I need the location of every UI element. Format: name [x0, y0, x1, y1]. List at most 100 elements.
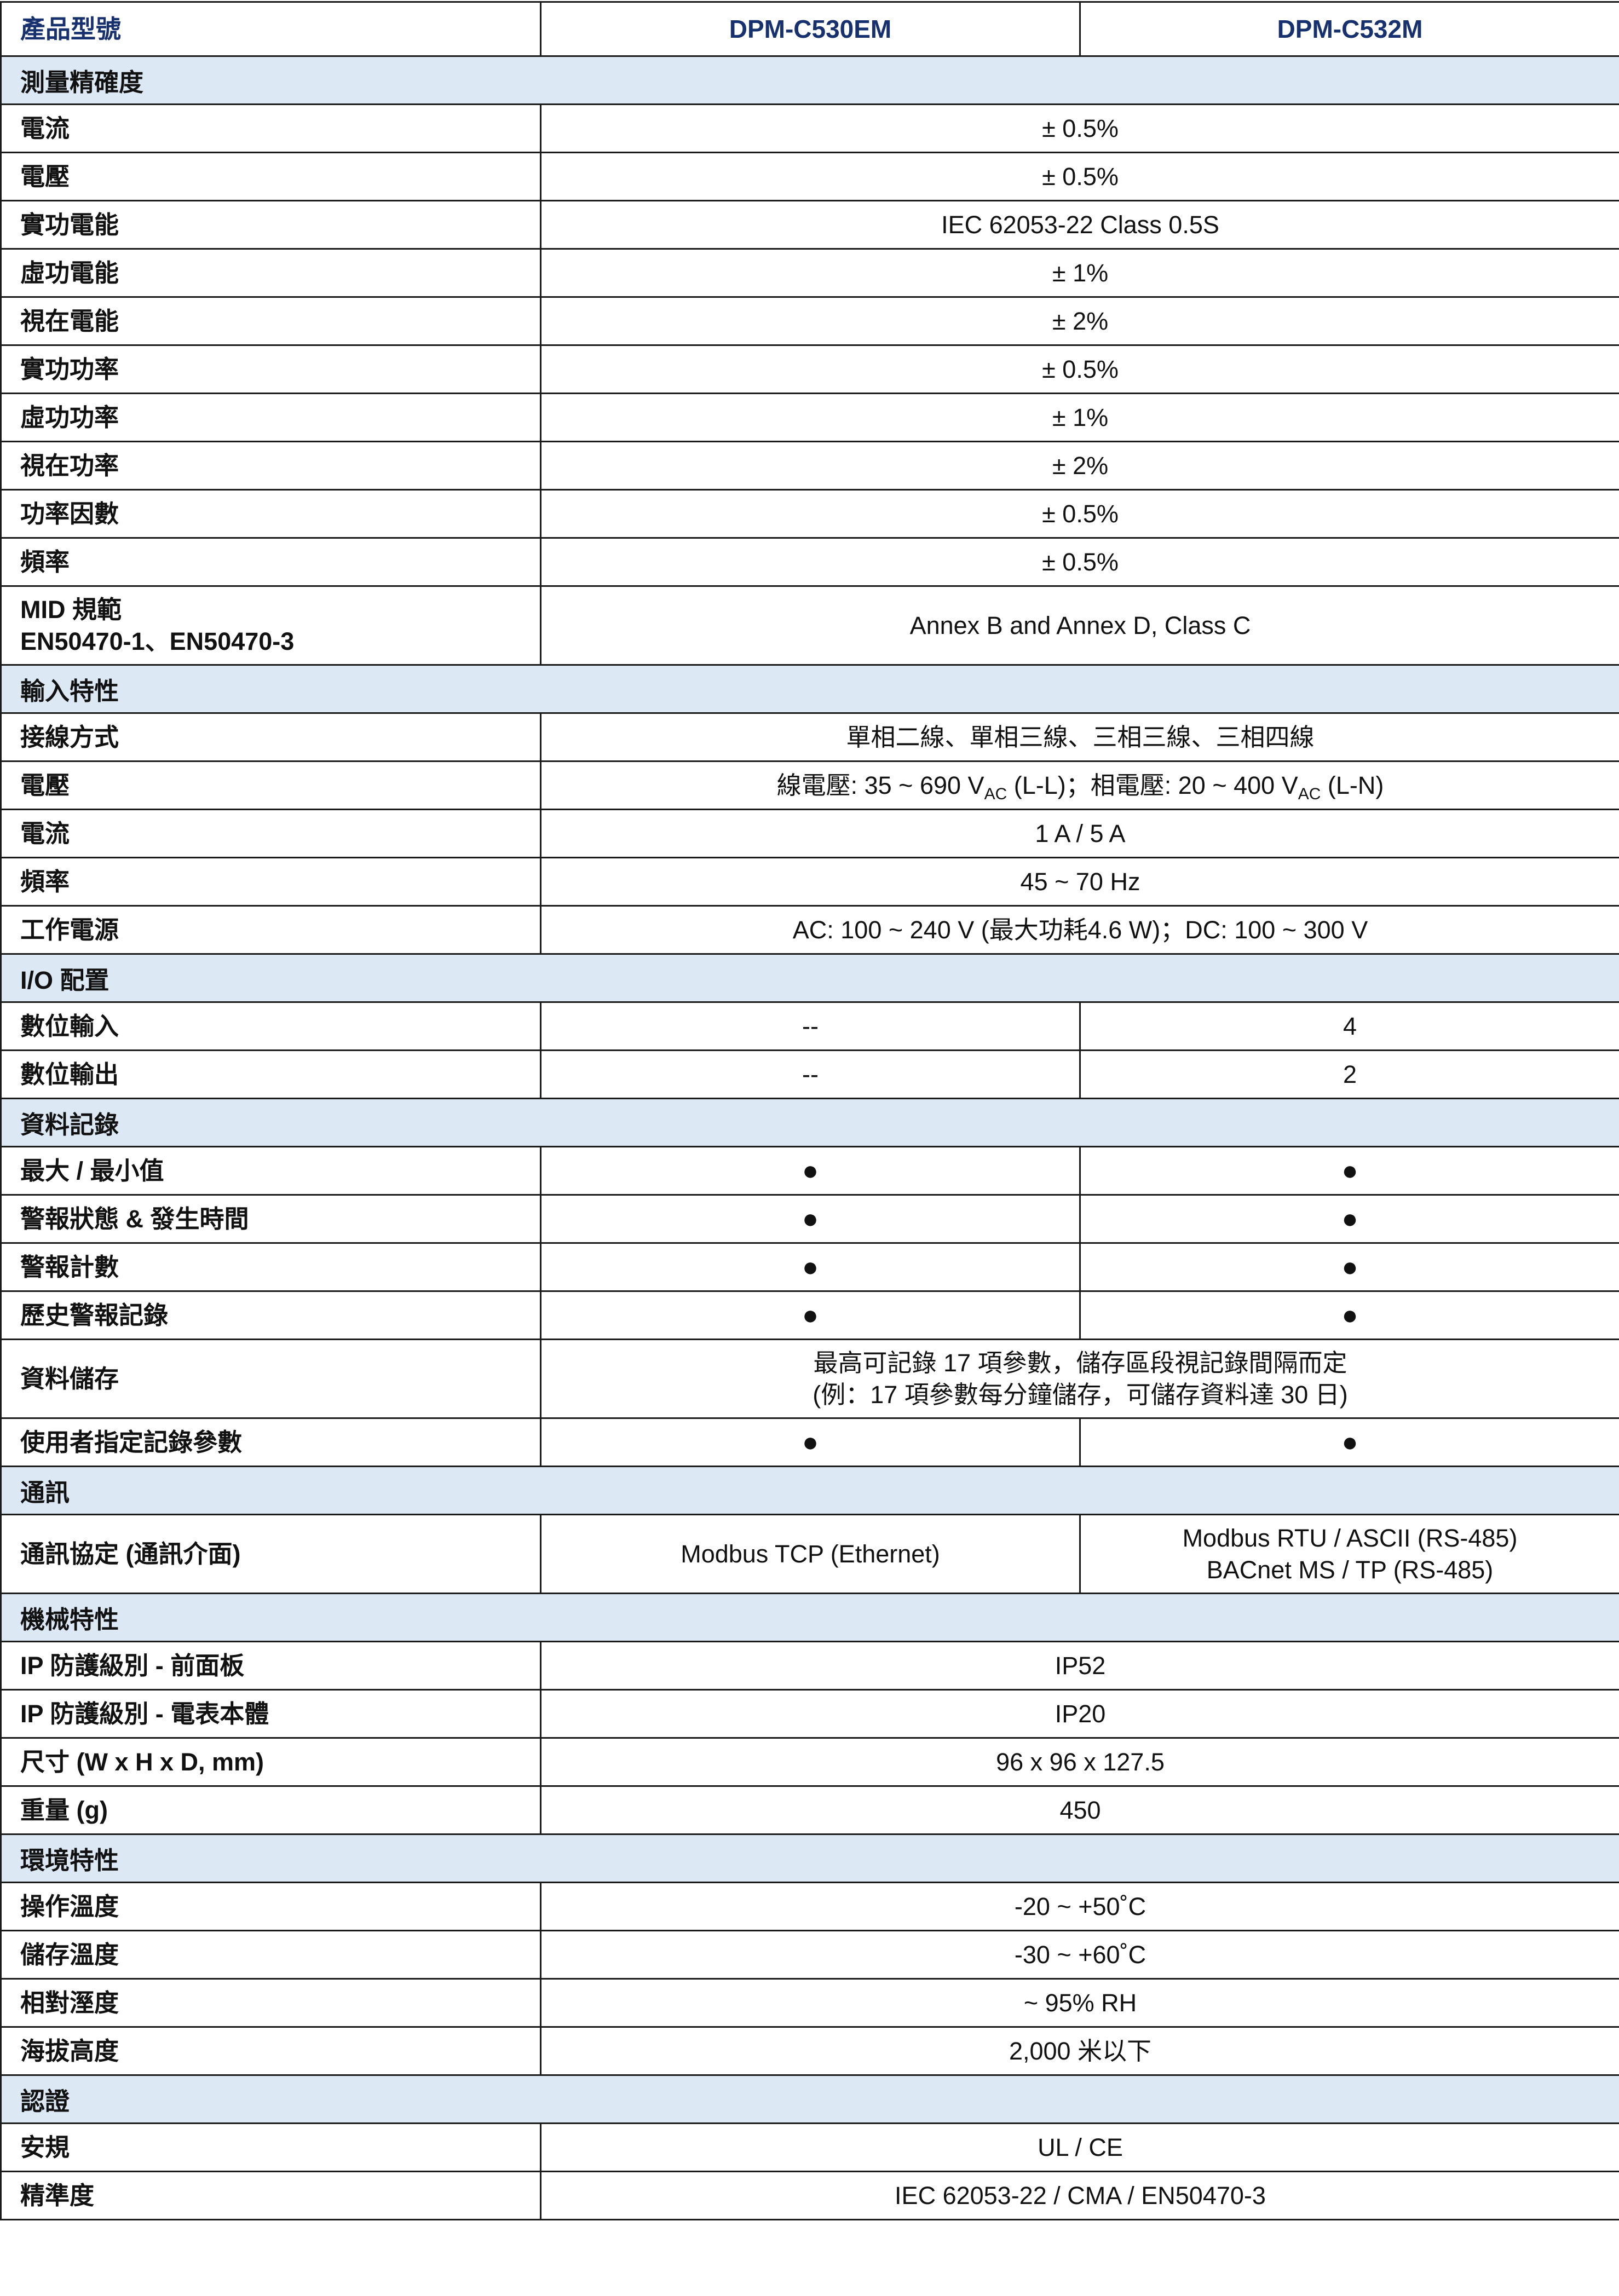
row-label: 虛功電能	[1, 249, 541, 297]
header-row: 產品型號 DPM-C530EM DPM-C532M	[1, 2, 1619, 56]
cell-value: --	[802, 1012, 819, 1040]
cell-value: ± 1%	[1052, 259, 1108, 287]
section-row: 測量精確度	[1, 56, 1619, 105]
row-label: 電壓	[1, 762, 541, 810]
cell-value: Modbus TCP (Ethernet)	[681, 1540, 940, 1568]
section-row: 機械特性	[1, 1594, 1619, 1642]
check-dot-icon: ●	[802, 1300, 819, 1330]
value-model-1: --	[541, 1002, 1080, 1051]
value-model-1: ●	[541, 1195, 1080, 1243]
row-label: 精準度	[1, 2172, 541, 2220]
table-row: 功率因數± 0.5%	[1, 490, 1619, 538]
check-dot-icon: ●	[1341, 1251, 1358, 1282]
value-model-1: ●	[541, 1291, 1080, 1340]
section-row: 資料記錄	[1, 1099, 1619, 1147]
cell-value: 2,000 米以下	[1009, 2037, 1151, 2065]
section-title: 認證	[1, 2075, 1619, 2124]
table-row: 電流± 0.5%	[1, 105, 1619, 153]
row-label: 相對溼度	[1, 1979, 541, 2027]
row-value: 線電壓: 35 ~ 690 VAC (L-L)；相電壓: 20 ~ 400 VA…	[541, 762, 1619, 810]
row-label: 數位輸出	[1, 1051, 541, 1099]
row-label: IP 防護級別 - 前面板	[1, 1642, 541, 1690]
row-label: 警報狀態 & 發生時間	[1, 1195, 541, 1243]
row-value: 1 A / 5 A	[541, 810, 1619, 858]
value-model-2: 4	[1080, 1002, 1619, 1051]
row-label: 警報計數	[1, 1243, 541, 1291]
cell-value: 45 ~ 70 Hz	[1021, 868, 1140, 896]
cell-value: ± 2%	[1052, 452, 1108, 480]
check-dot-icon: ●	[802, 1203, 819, 1234]
subscript: AC	[1298, 785, 1321, 803]
cell-value: ± 0.5%	[1042, 548, 1119, 576]
row-label: 資料儲存	[1, 1340, 541, 1418]
text-line: EN50470-1、EN50470-3	[20, 627, 294, 655]
table-row: 電壓± 0.5%	[1, 153, 1619, 201]
table-row: 接線方式單相二線、單相三線、三相三線、三相四線	[1, 713, 1619, 762]
model-2: DPM-C532M	[1080, 2, 1619, 56]
table-row: 虛功功率± 1%	[1, 394, 1619, 442]
cell-value: AC: 100 ~ 240 V (最大功耗4.6 W)；DC: 100 ~ 30…	[793, 916, 1368, 944]
table-row: 數位輸入 -- 4	[1, 1002, 1619, 1051]
table-row: 資料儲存 最高可記錄 17 項參數，儲存區段視記錄間隔而定 (例：17 項參數每分鐘…	[1, 1340, 1619, 1418]
spec-table: 產品型號 DPM-C530EM DPM-C532M 測量精確度電流± 0.5%電…	[0, 1, 1619, 2220]
row-label: IP 防護級別 - 電表本體	[1, 1690, 541, 1738]
row-label: 使用者指定記錄參數	[1, 1418, 541, 1467]
table-row: 視在功率± 2%	[1, 442, 1619, 490]
value-model-2: ●	[1080, 1195, 1619, 1243]
row-label: 實功功率	[1, 345, 541, 394]
row-label: 視在電能	[1, 297, 541, 345]
cell-value: IEC 62053-22 Class 0.5S	[941, 211, 1219, 239]
table-row: 虛功電能 ± 1%	[1, 249, 1619, 297]
table-row: 操作溫度-20 ~ +50˚C	[1, 1883, 1619, 1931]
section-title: 資料記錄	[1, 1099, 1619, 1147]
section-row: 認證	[1, 2075, 1619, 2124]
check-dot-icon: ●	[802, 1155, 819, 1186]
cell-value: IEC 62053-22 / CMA / EN50470-3	[895, 2182, 1266, 2210]
section-title: 機械特性	[1, 1594, 1619, 1642]
row-label: 數位輸入	[1, 1002, 541, 1051]
cell-value: --	[802, 1060, 819, 1088]
table-row: 視在電能± 2%	[1, 297, 1619, 345]
cell-value: ~ 95% RH	[1024, 1989, 1137, 2017]
row-label: 通訊協定 (通訊介面)	[1, 1515, 541, 1594]
text-line: 最高可記錄 17 項參數，儲存區段視記錄間隔而定	[813, 1349, 1347, 1377]
cell-value: ± 0.5%	[1042, 355, 1119, 383]
section-row: 通訊	[1, 1467, 1619, 1515]
row-value: ± 0.5%	[541, 490, 1619, 538]
table-row: 警報狀態 & 發生時間 ● ●	[1, 1195, 1619, 1243]
table-row: 最大 / 最小值●●	[1, 1147, 1619, 1195]
table-row: 重量 (g)450	[1, 1786, 1619, 1835]
table-row: 實功電能 IEC 62053-22 Class 0.5S	[1, 201, 1619, 249]
section-row: 環境特性	[1, 1835, 1619, 1883]
check-dot-icon: ●	[1341, 1300, 1358, 1330]
row-label: 電流	[1, 105, 541, 153]
check-dot-icon: ●	[1341, 1427, 1358, 1457]
table-row: 警報計數●●	[1, 1243, 1619, 1291]
row-value: IEC 62053-22 / CMA / EN50470-3	[541, 2172, 1619, 2220]
cell-value: -30 ~ +60˚C	[1015, 1941, 1146, 1969]
cell-value: 單相二線、單相三線、三相三線、三相四線	[846, 723, 1314, 751]
section-title: 輸入特性	[1, 665, 1619, 713]
cell-value: 96 x 96 x 127.5	[996, 1748, 1165, 1776]
row-label: 電壓	[1, 153, 541, 201]
text-segment: (L-N)	[1321, 771, 1384, 799]
row-value: 單相二線、單相三線、三相三線、三相四線	[541, 713, 1619, 762]
section-title: 通訊	[1, 1467, 1619, 1515]
text-line: (例：17 項參數每分鐘儲存，可儲存資料達 30 日)	[813, 1381, 1348, 1409]
cell-value: Annex B and Annex D, Class C	[910, 612, 1251, 639]
row-value: IEC 62053-22 Class 0.5S	[541, 201, 1619, 249]
row-label: 實功電能	[1, 201, 541, 249]
row-value: 450	[541, 1786, 1619, 1835]
value-model-1: ●	[541, 1147, 1080, 1195]
row-label: 歷史警報記錄	[1, 1291, 541, 1340]
row-value: ± 1%	[541, 249, 1619, 297]
table-row: 通訊協定 (通訊介面)Modbus TCP (Ethernet)Modbus R…	[1, 1515, 1619, 1594]
cell-value: 1 A / 5 A	[1035, 820, 1125, 847]
section-row: 輸入特性	[1, 665, 1619, 713]
value-model-1: ●	[541, 1418, 1080, 1467]
row-value: UL / CE	[541, 2124, 1619, 2172]
